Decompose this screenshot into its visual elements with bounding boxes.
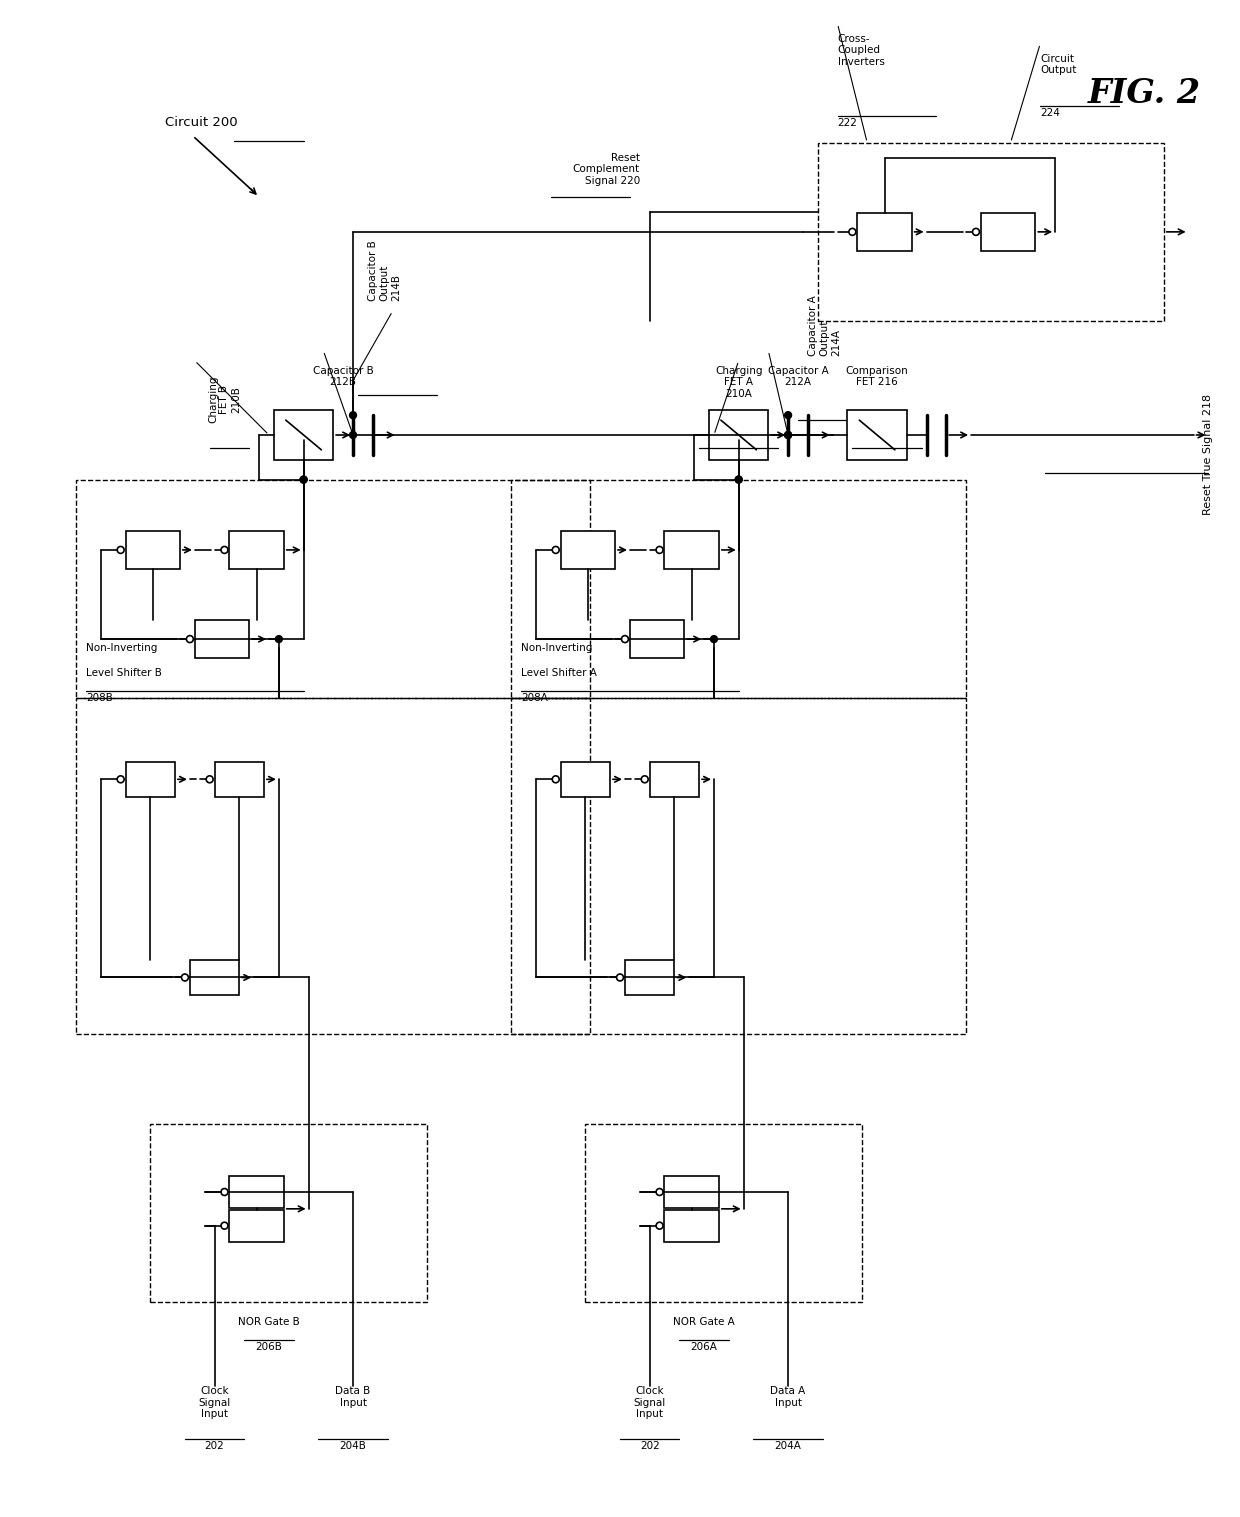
Circle shape [275,636,283,643]
Bar [665,531,719,569]
Circle shape [552,546,559,554]
Circle shape [785,411,791,419]
Circle shape [735,476,742,482]
Bar [650,762,699,796]
Circle shape [186,636,193,643]
Text: Reset
Complement
Signal 220: Reset Complement Signal 220 [573,153,640,185]
Bar [511,698,966,1035]
Text: 202: 202 [640,1441,660,1450]
Bar [125,531,180,569]
Text: 208B: 208B [86,693,113,702]
Circle shape [300,476,308,482]
Text: 222: 222 [837,118,857,127]
Circle shape [641,775,649,783]
Circle shape [616,974,624,981]
Circle shape [849,229,856,235]
Text: 204A: 204A [775,1441,801,1450]
Circle shape [300,476,308,482]
Circle shape [350,411,356,419]
Text: NOR Gate B: NOR Gate B [238,1317,300,1327]
Bar [229,1211,284,1241]
Text: 204B: 204B [340,1441,367,1450]
Text: 206A: 206A [691,1341,718,1352]
Bar [817,143,1164,322]
Bar [150,1124,428,1302]
Text: Reset True Signal 218: Reset True Signal 218 [1203,394,1213,516]
Text: Non-Inverting: Non-Inverting [521,643,593,652]
Text: Level Shifter B: Level Shifter B [86,667,162,678]
Text: FIG. 2: FIG. 2 [1087,77,1200,109]
Circle shape [656,1223,663,1229]
Text: 202: 202 [205,1441,224,1450]
Bar [630,620,684,658]
Bar [665,1211,719,1241]
Circle shape [711,636,718,643]
Text: Data B
Input: Data B Input [335,1387,371,1408]
Bar [709,410,769,460]
Bar [560,531,615,569]
Bar [125,762,175,796]
Circle shape [656,1188,663,1195]
Bar [560,762,610,796]
Circle shape [221,1223,228,1229]
Text: Charging
FET B
210B: Charging FET B 210B [208,376,241,423]
Text: NOR Gate A: NOR Gate A [673,1317,735,1327]
Bar [274,410,334,460]
Text: Capacitor A
212A: Capacitor A 212A [768,366,828,387]
Text: 208A: 208A [521,693,548,702]
Text: Comparison
FET 216: Comparison FET 216 [846,366,909,387]
Text: Capacitor A
Output
214A: Capacitor A Output 214A [808,294,841,355]
Circle shape [656,546,663,554]
Bar [981,212,1035,250]
Bar [665,1176,719,1208]
Bar [229,531,284,569]
Bar [511,479,966,698]
Text: Clock
Signal
Input: Clock Signal Input [634,1387,666,1420]
Circle shape [221,1188,228,1195]
Circle shape [118,546,124,554]
Circle shape [785,431,791,438]
Bar [76,698,590,1035]
Circle shape [621,636,629,643]
Text: Circuit
Output: Circuit Output [1040,53,1076,76]
Text: 224: 224 [1040,108,1060,118]
Circle shape [972,229,980,235]
Text: Cross-
Coupled
Inverters: Cross- Coupled Inverters [837,33,884,67]
Text: Capacitor B
Output
214B: Capacitor B Output 214B [368,241,401,302]
Bar [190,960,239,995]
Bar [195,620,249,658]
Circle shape [181,974,188,981]
Bar [76,479,590,698]
Bar [857,212,911,250]
Text: 206B: 206B [255,1341,283,1352]
Text: Data A
Input: Data A Input [770,1387,806,1408]
Circle shape [350,431,356,438]
Circle shape [552,775,559,783]
Text: Charging
FET A
210A: Charging FET A 210A [715,366,763,399]
Bar [215,762,264,796]
Circle shape [206,775,213,783]
Bar [229,1176,284,1208]
Circle shape [221,546,228,554]
Text: Capacitor B
212B: Capacitor B 212B [312,366,373,387]
Circle shape [785,431,791,438]
Bar [847,410,906,460]
Bar [585,1124,862,1302]
Circle shape [735,476,742,482]
Text: Level Shifter A: Level Shifter A [521,667,596,678]
Text: Non-Inverting: Non-Inverting [86,643,157,652]
Text: Clock
Signal
Input: Clock Signal Input [198,1387,231,1420]
Circle shape [118,775,124,783]
Text: Circuit 200: Circuit 200 [165,117,238,129]
Bar [625,960,675,995]
